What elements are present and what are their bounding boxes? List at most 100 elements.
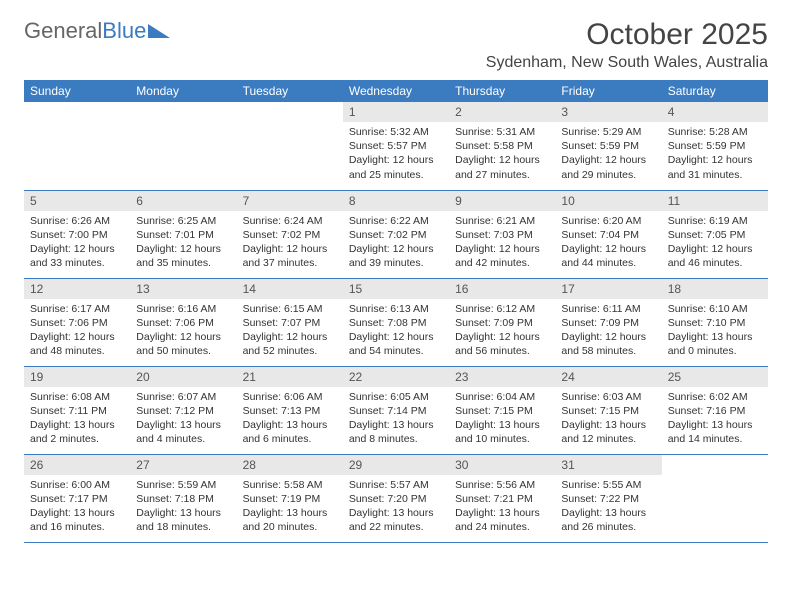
day-data: Sunrise: 6:00 AMSunset: 7:17 PMDaylight:…: [24, 475, 130, 541]
weekday-header-row: SundayMondayTuesdayWednesdayThursdayFrid…: [24, 80, 768, 102]
day-number: 30: [449, 455, 555, 475]
day-number: 1: [343, 102, 449, 122]
logo-triangle-icon: [148, 18, 170, 44]
calendar-day-cell: 23Sunrise: 6:04 AMSunset: 7:15 PMDayligh…: [449, 366, 555, 454]
day-number: 17: [555, 279, 661, 299]
day-number: 14: [237, 279, 343, 299]
calendar-day-cell: 17Sunrise: 6:11 AMSunset: 7:09 PMDayligh…: [555, 278, 661, 366]
day-data: Sunrise: 5:56 AMSunset: 7:21 PMDaylight:…: [449, 475, 555, 541]
calendar-day-cell: 13Sunrise: 6:16 AMSunset: 7:06 PMDayligh…: [130, 278, 236, 366]
day-data: Sunrise: 6:26 AMSunset: 7:00 PMDaylight:…: [24, 211, 130, 277]
day-number: 24: [555, 367, 661, 387]
weekday-header: Saturday: [662, 80, 768, 102]
calendar-day-cell: 28Sunrise: 5:58 AMSunset: 7:19 PMDayligh…: [237, 454, 343, 542]
day-number: 10: [555, 191, 661, 211]
brand-part2: Blue: [102, 18, 146, 44]
calendar-day-cell: 7Sunrise: 6:24 AMSunset: 7:02 PMDaylight…: [237, 190, 343, 278]
day-number: 3: [555, 102, 661, 122]
location-text: Sydenham, New South Wales, Australia: [24, 54, 768, 72]
day-data: Sunrise: 6:07 AMSunset: 7:12 PMDaylight:…: [130, 387, 236, 453]
calendar-day-cell: 11Sunrise: 6:19 AMSunset: 7:05 PMDayligh…: [662, 190, 768, 278]
day-number: 12: [24, 279, 130, 299]
calendar-day-cell: 27Sunrise: 5:59 AMSunset: 7:18 PMDayligh…: [130, 454, 236, 542]
day-data: Sunrise: 6:04 AMSunset: 7:15 PMDaylight:…: [449, 387, 555, 453]
calendar-day-cell: 16Sunrise: 6:12 AMSunset: 7:09 PMDayligh…: [449, 278, 555, 366]
calendar-day-cell: 20Sunrise: 6:07 AMSunset: 7:12 PMDayligh…: [130, 366, 236, 454]
day-number: 31: [555, 455, 661, 475]
day-number: 7: [237, 191, 343, 211]
day-number: 28: [237, 455, 343, 475]
weekday-header: Tuesday: [237, 80, 343, 102]
day-number: 22: [343, 367, 449, 387]
calendar-day-cell: 9Sunrise: 6:21 AMSunset: 7:03 PMDaylight…: [449, 190, 555, 278]
calendar-day-cell: 21Sunrise: 6:06 AMSunset: 7:13 PMDayligh…: [237, 366, 343, 454]
calendar-body: 1Sunrise: 5:32 AMSunset: 5:57 PMDaylight…: [24, 102, 768, 542]
day-data: Sunrise: 6:11 AMSunset: 7:09 PMDaylight:…: [555, 299, 661, 365]
day-data: Sunrise: 5:55 AMSunset: 7:22 PMDaylight:…: [555, 475, 661, 541]
weekday-header: Friday: [555, 80, 661, 102]
day-number: 23: [449, 367, 555, 387]
day-data: Sunrise: 6:24 AMSunset: 7:02 PMDaylight:…: [237, 211, 343, 277]
calendar-week-row: 19Sunrise: 6:08 AMSunset: 7:11 PMDayligh…: [24, 366, 768, 454]
day-data: Sunrise: 6:25 AMSunset: 7:01 PMDaylight:…: [130, 211, 236, 277]
calendar-day-cell: 12Sunrise: 6:17 AMSunset: 7:06 PMDayligh…: [24, 278, 130, 366]
day-number: 2: [449, 102, 555, 122]
day-number: 15: [343, 279, 449, 299]
day-number: 13: [130, 279, 236, 299]
day-data: Sunrise: 5:32 AMSunset: 5:57 PMDaylight:…: [343, 122, 449, 188]
day-number: 11: [662, 191, 768, 211]
day-data: Sunrise: 6:02 AMSunset: 7:16 PMDaylight:…: [662, 387, 768, 453]
day-data: Sunrise: 6:19 AMSunset: 7:05 PMDaylight:…: [662, 211, 768, 277]
calendar-day-cell: 3Sunrise: 5:29 AMSunset: 5:59 PMDaylight…: [555, 102, 661, 190]
weekday-header: Monday: [130, 80, 236, 102]
day-number: 27: [130, 455, 236, 475]
day-number: 19: [24, 367, 130, 387]
calendar-week-row: 12Sunrise: 6:17 AMSunset: 7:06 PMDayligh…: [24, 278, 768, 366]
day-number: 21: [237, 367, 343, 387]
day-data: Sunrise: 5:57 AMSunset: 7:20 PMDaylight:…: [343, 475, 449, 541]
calendar-day-cell: 5Sunrise: 6:26 AMSunset: 7:00 PMDaylight…: [24, 190, 130, 278]
day-data: Sunrise: 6:05 AMSunset: 7:14 PMDaylight:…: [343, 387, 449, 453]
calendar-day-cell: 25Sunrise: 6:02 AMSunset: 7:16 PMDayligh…: [662, 366, 768, 454]
empty-cell: [24, 102, 130, 190]
day-data: Sunrise: 5:28 AMSunset: 5:59 PMDaylight:…: [662, 122, 768, 188]
calendar-day-cell: 29Sunrise: 5:57 AMSunset: 7:20 PMDayligh…: [343, 454, 449, 542]
day-number: 9: [449, 191, 555, 211]
empty-cell: [237, 102, 343, 190]
day-data: Sunrise: 5:59 AMSunset: 7:18 PMDaylight:…: [130, 475, 236, 541]
day-number: 6: [130, 191, 236, 211]
day-number: 29: [343, 455, 449, 475]
day-data: Sunrise: 5:29 AMSunset: 5:59 PMDaylight:…: [555, 122, 661, 188]
calendar-day-cell: 30Sunrise: 5:56 AMSunset: 7:21 PMDayligh…: [449, 454, 555, 542]
calendar-day-cell: 18Sunrise: 6:10 AMSunset: 7:10 PMDayligh…: [662, 278, 768, 366]
day-number: 18: [662, 279, 768, 299]
day-number: 5: [24, 191, 130, 211]
weekday-header: Wednesday: [343, 80, 449, 102]
page-title: October 2025: [586, 18, 768, 52]
day-number: 16: [449, 279, 555, 299]
empty-cell: [662, 454, 768, 542]
calendar-day-cell: 24Sunrise: 6:03 AMSunset: 7:15 PMDayligh…: [555, 366, 661, 454]
day-number: 26: [24, 455, 130, 475]
weekday-header: Sunday: [24, 80, 130, 102]
calendar-day-cell: 14Sunrise: 6:15 AMSunset: 7:07 PMDayligh…: [237, 278, 343, 366]
day-data: Sunrise: 6:22 AMSunset: 7:02 PMDaylight:…: [343, 211, 449, 277]
calendar-day-cell: 4Sunrise: 5:28 AMSunset: 5:59 PMDaylight…: [662, 102, 768, 190]
calendar-week-row: 5Sunrise: 6:26 AMSunset: 7:00 PMDaylight…: [24, 190, 768, 278]
calendar-day-cell: 19Sunrise: 6:08 AMSunset: 7:11 PMDayligh…: [24, 366, 130, 454]
empty-cell: [130, 102, 236, 190]
calendar-day-cell: 1Sunrise: 5:32 AMSunset: 5:57 PMDaylight…: [343, 102, 449, 190]
day-data: Sunrise: 5:31 AMSunset: 5:58 PMDaylight:…: [449, 122, 555, 188]
day-data: Sunrise: 6:08 AMSunset: 7:11 PMDaylight:…: [24, 387, 130, 453]
day-data: Sunrise: 5:58 AMSunset: 7:19 PMDaylight:…: [237, 475, 343, 541]
day-data: Sunrise: 6:17 AMSunset: 7:06 PMDaylight:…: [24, 299, 130, 365]
day-data: Sunrise: 6:13 AMSunset: 7:08 PMDaylight:…: [343, 299, 449, 365]
calendar-day-cell: 15Sunrise: 6:13 AMSunset: 7:08 PMDayligh…: [343, 278, 449, 366]
calendar-day-cell: 2Sunrise: 5:31 AMSunset: 5:58 PMDaylight…: [449, 102, 555, 190]
day-data: Sunrise: 6:06 AMSunset: 7:13 PMDaylight:…: [237, 387, 343, 453]
day-data: Sunrise: 6:21 AMSunset: 7:03 PMDaylight:…: [449, 211, 555, 277]
brand-logo: GeneralBlue: [24, 18, 170, 44]
calendar-day-cell: 31Sunrise: 5:55 AMSunset: 7:22 PMDayligh…: [555, 454, 661, 542]
day-data: Sunrise: 6:15 AMSunset: 7:07 PMDaylight:…: [237, 299, 343, 365]
day-data: Sunrise: 6:10 AMSunset: 7:10 PMDaylight:…: [662, 299, 768, 365]
